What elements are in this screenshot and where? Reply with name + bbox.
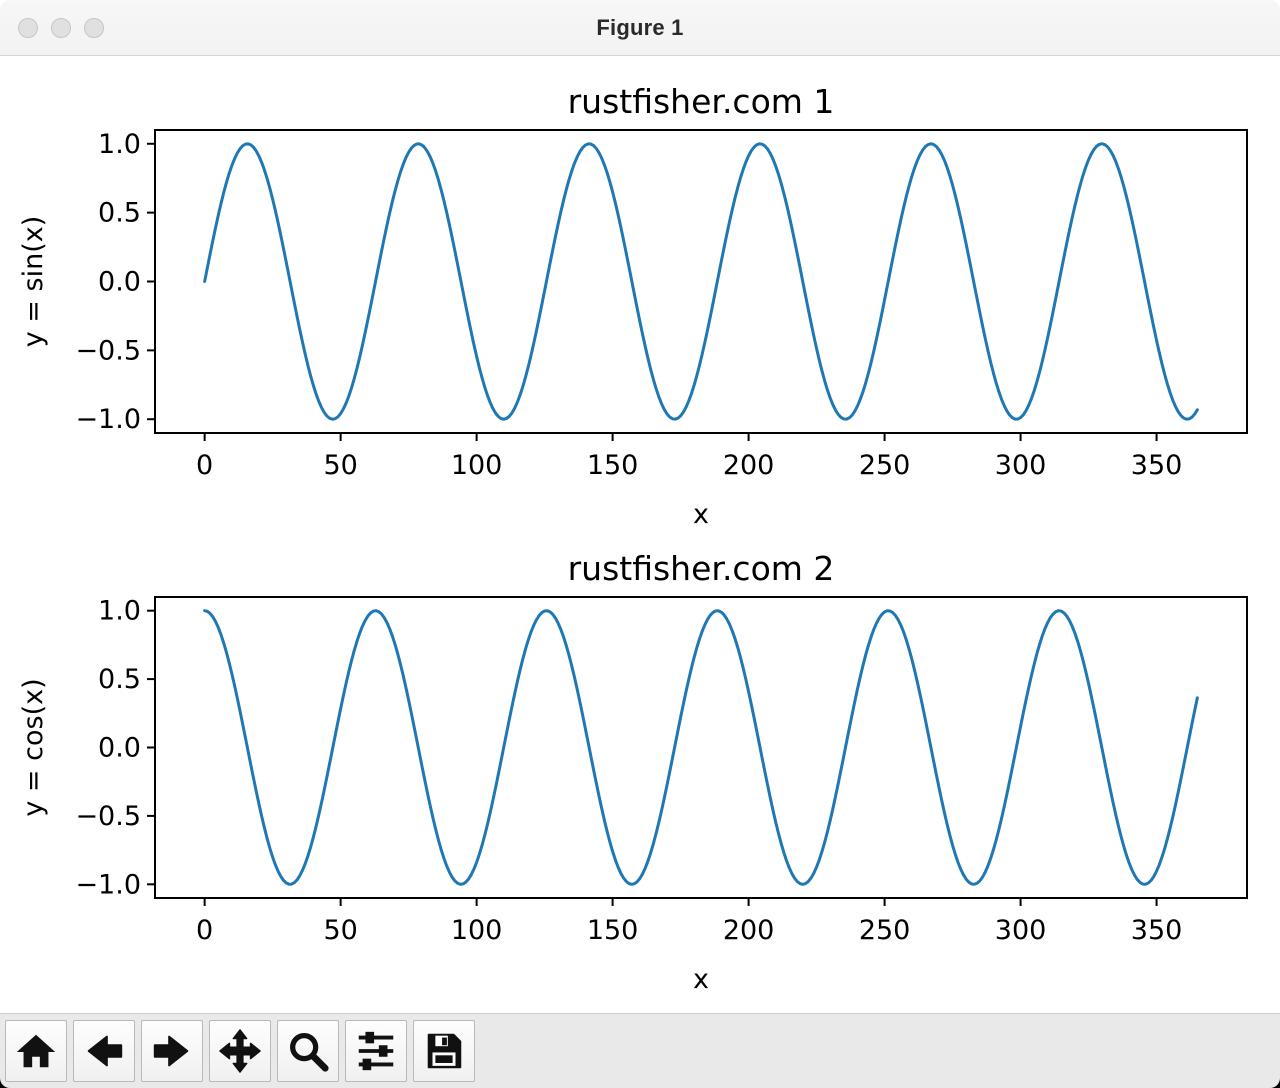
x-tick-label: 100 [451,450,503,481]
move-icon [219,1029,261,1073]
home-button[interactable] [5,1020,67,1082]
plots-svg: rustfisher.com 1 0 50 100 150 200 250 300 350 1.0… [18,82,1248,995]
y-tick-label: 0.0 [98,267,141,298]
x-tick-label: 350 [1131,450,1183,481]
x-tick-label: 0 [196,450,213,481]
maximize-button[interactable] [84,17,104,38]
x-tick-label: 150 [587,915,639,946]
subplot-2: rustfisher.com 2 0 50 100 150 200 250 300 350 1.0… [18,549,1248,995]
arrow-left-icon [87,1035,123,1067]
y-tick-label: −0.5 [75,335,141,366]
x-tick-label: 200 [723,450,775,481]
back-button[interactable] [73,1020,135,1082]
y-tick-label: 0.5 [98,664,141,695]
x-tick-label: 250 [859,915,911,946]
save-button[interactable] [413,1020,475,1082]
sin-curve [203,142,1199,421]
home-icon [16,1034,56,1068]
pan-button[interactable] [209,1020,271,1082]
x-tick-label: 300 [995,450,1047,481]
y-tick-label: −0.5 [75,801,141,832]
minimize-button[interactable] [51,17,71,38]
window-titlebar[interactable]: Figure 1 [0,0,1280,56]
traffic-lights [18,17,104,38]
y-tick-label: 0.0 [98,733,141,764]
x-tick-label: 100 [451,915,503,946]
magnifier-icon [290,1033,329,1072]
y-tick-label: 1.0 [98,129,141,160]
x-tick-label: 300 [995,915,1047,946]
x-tick-label: 50 [323,450,357,481]
configure-subplots-button[interactable] [345,1020,407,1082]
y-tick-label: −1.0 [75,869,141,900]
x-axis-label: x [693,499,709,530]
zoom-button[interactable] [277,1020,339,1082]
x-tick-label: 50 [323,915,357,946]
figure-canvas[interactable]: rustfisher.com 1 0 50 100 150 200 250 300 350 1.0… [0,56,1280,1013]
y-axis-label: y = cos(x) [18,678,49,816]
close-button[interactable] [18,17,38,38]
y-tick-label: 1.0 [98,596,141,627]
forward-button[interactable] [141,1020,203,1082]
y-tick-label: 0.5 [98,198,141,229]
arrow-right-icon [153,1035,189,1067]
x-axis-label: x [693,964,709,995]
x-tick-label: 150 [587,450,639,481]
axes-frame [154,596,1248,899]
x-tick-label: 350 [1131,915,1183,946]
y-tick-label: −1.0 [75,404,141,435]
y-axis-label: y = sin(x) [18,216,49,348]
cos-curve [203,609,1199,886]
subplot-title: rustfisher.com 1 [568,82,835,121]
subplot-title: rustfisher.com 2 [568,549,835,588]
navigation-toolbar [0,1013,1280,1088]
sliders-icon [358,1031,394,1071]
x-tick-label: 200 [723,915,775,946]
subplot-1: rustfisher.com 1 0 50 100 150 200 250 300 350 1.0… [18,82,1248,530]
x-tick-label: 250 [859,450,911,481]
window-title: Figure 1 [596,14,684,40]
save-icon [427,1033,462,1069]
x-tick-label: 0 [196,915,213,946]
